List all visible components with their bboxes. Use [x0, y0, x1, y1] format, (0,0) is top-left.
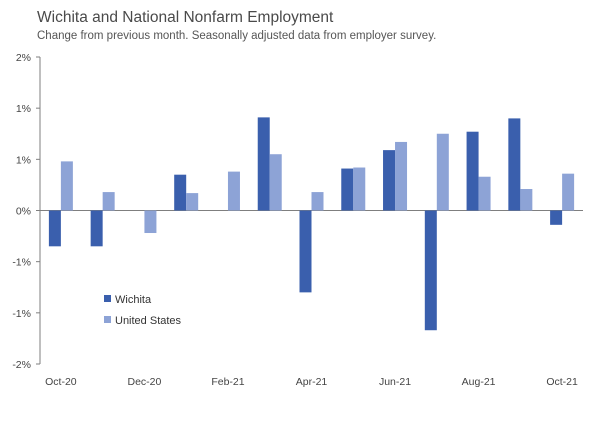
- bar-united-states-nov-20: [102, 192, 115, 211]
- bar-wichita-apr-21: [299, 210, 312, 293]
- x-tick-label: Oct-21: [546, 376, 578, 388]
- legend-swatch-united-states: [104, 316, 111, 323]
- bar-united-states-jun-21: [395, 141, 408, 211]
- bar-united-states-oct-21: [562, 173, 575, 211]
- y-tick-label: 0%: [16, 206, 31, 218]
- y-tick-label: 1%: [16, 154, 31, 166]
- x-tick-label: Jun-21: [379, 376, 411, 388]
- bar-wichita-may-21: [341, 168, 354, 211]
- bar-wichita-aug-21: [466, 131, 479, 211]
- y-tick-label: -2%: [12, 359, 31, 371]
- bar-wichita-sep-21: [508, 118, 521, 211]
- bar-united-states-oct-20: [60, 161, 73, 211]
- bar-united-states-feb-21: [227, 171, 240, 211]
- y-tick-label: 2%: [16, 52, 31, 64]
- chart-title: Wichita and National Nonfarm Employment: [37, 9, 334, 26]
- legend-label-united-states: United States: [115, 315, 182, 327]
- bar-united-states-mar-21: [269, 154, 282, 211]
- x-tick-label: Apr-21: [296, 376, 328, 388]
- legend-label-wichita: Wichita: [115, 294, 152, 306]
- y-tick-label: -1%: [12, 257, 31, 269]
- bar-united-states-jan-21: [186, 193, 199, 211]
- x-tick-label: Dec-20: [127, 376, 161, 388]
- bar-wichita-oct-21: [550, 210, 563, 225]
- chart-subtitle: Change from previous month. Seasonally a…: [37, 30, 437, 42]
- bar-united-states-jul-21: [436, 133, 449, 211]
- x-tick-label: Oct-20: [45, 376, 77, 388]
- bar-wichita-mar-21: [257, 117, 270, 211]
- y-tick-label: -1%: [12, 308, 31, 320]
- y-tick-label: 1%: [16, 103, 31, 115]
- bar-united-states-sep-21: [520, 189, 533, 211]
- bar-united-states-apr-21: [311, 192, 324, 211]
- bar-wichita-jun-21: [383, 150, 396, 211]
- bar-united-states-dec-20: [144, 210, 157, 234]
- bar-united-states-aug-21: [478, 176, 491, 211]
- bar-wichita-oct-20: [48, 210, 61, 247]
- legend-swatch-wichita: [104, 295, 111, 302]
- x-tick-label: Aug-21: [462, 376, 496, 388]
- bar-wichita-nov-20: [90, 210, 103, 247]
- bar-united-states-may-21: [353, 167, 366, 211]
- x-tick-label: Feb-21: [211, 376, 244, 388]
- bar-wichita-jan-21: [174, 174, 187, 211]
- bar-wichita-jul-21: [424, 210, 437, 331]
